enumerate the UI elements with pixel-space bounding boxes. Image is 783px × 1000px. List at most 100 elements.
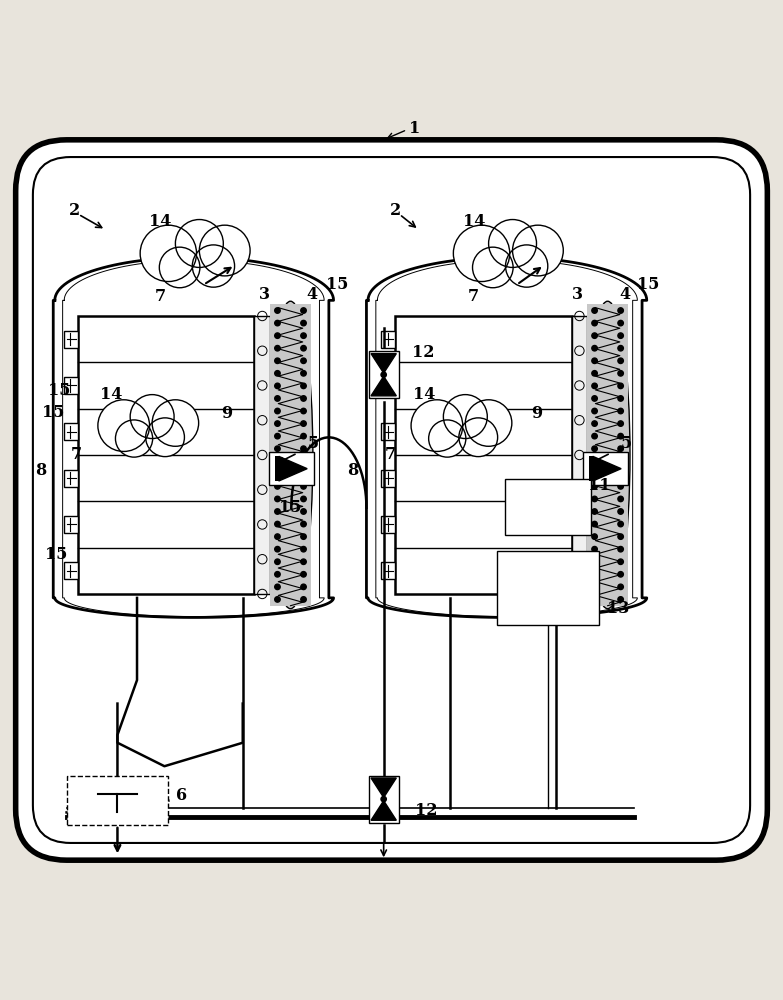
Circle shape	[301, 546, 306, 552]
Circle shape	[592, 484, 597, 489]
Circle shape	[592, 408, 597, 414]
Circle shape	[411, 400, 463, 451]
Circle shape	[275, 534, 280, 539]
Circle shape	[618, 471, 623, 477]
Text: 14: 14	[463, 213, 485, 230]
Circle shape	[301, 408, 306, 414]
Bar	[270, 304, 311, 606]
Circle shape	[592, 433, 597, 439]
Circle shape	[275, 584, 280, 590]
Circle shape	[592, 446, 597, 451]
Circle shape	[275, 471, 280, 477]
Text: 13: 13	[608, 600, 630, 617]
Circle shape	[115, 420, 153, 457]
Text: 15: 15	[279, 499, 301, 516]
Text: 3: 3	[572, 286, 583, 303]
Polygon shape	[371, 354, 396, 373]
Circle shape	[489, 220, 536, 267]
Bar	[395, 316, 572, 594]
Circle shape	[592, 496, 597, 502]
Circle shape	[301, 320, 306, 326]
Bar	[497, 551, 599, 625]
Circle shape	[618, 484, 623, 489]
Circle shape	[301, 433, 306, 439]
Text: 3: 3	[259, 286, 270, 303]
Circle shape	[618, 509, 623, 514]
Circle shape	[98, 400, 150, 451]
Circle shape	[301, 358, 306, 364]
Bar	[254, 316, 270, 594]
Circle shape	[618, 521, 623, 527]
Circle shape	[506, 245, 548, 287]
Bar	[381, 331, 395, 348]
Circle shape	[275, 320, 280, 326]
Bar	[78, 316, 254, 594]
Circle shape	[465, 400, 512, 446]
Bar	[67, 776, 168, 825]
Circle shape	[275, 546, 280, 552]
Circle shape	[618, 371, 623, 376]
Bar	[381, 562, 395, 579]
Text: 1: 1	[410, 120, 420, 137]
Circle shape	[618, 584, 623, 590]
Circle shape	[275, 484, 280, 489]
Circle shape	[200, 225, 250, 276]
Text: 8: 8	[347, 462, 358, 479]
Circle shape	[618, 546, 623, 552]
Text: 14: 14	[413, 386, 435, 403]
Circle shape	[459, 418, 498, 457]
Circle shape	[592, 534, 597, 539]
Circle shape	[275, 421, 280, 426]
Circle shape	[443, 395, 487, 439]
Bar	[381, 423, 395, 440]
Circle shape	[301, 396, 306, 401]
Circle shape	[301, 484, 306, 489]
Bar	[381, 377, 395, 394]
Bar	[64, 423, 78, 440]
Text: 7: 7	[71, 446, 82, 463]
Circle shape	[618, 383, 623, 389]
Circle shape	[381, 796, 386, 802]
Circle shape	[275, 358, 280, 364]
Circle shape	[140, 225, 197, 282]
Polygon shape	[593, 456, 621, 481]
Circle shape	[592, 509, 597, 514]
Text: 11: 11	[588, 477, 610, 494]
Bar	[276, 456, 280, 481]
Circle shape	[592, 459, 597, 464]
Circle shape	[301, 559, 306, 564]
Circle shape	[472, 247, 513, 288]
Ellipse shape	[585, 301, 630, 609]
Bar	[583, 452, 628, 485]
Circle shape	[152, 400, 199, 446]
Circle shape	[592, 358, 597, 364]
Circle shape	[275, 496, 280, 502]
Text: 7: 7	[468, 288, 479, 305]
Circle shape	[592, 396, 597, 401]
Text: 7: 7	[384, 446, 395, 463]
Circle shape	[592, 308, 597, 313]
Circle shape	[301, 345, 306, 351]
Bar	[64, 562, 78, 579]
Circle shape	[275, 345, 280, 351]
Polygon shape	[371, 801, 396, 820]
Circle shape	[301, 459, 306, 464]
Circle shape	[275, 371, 280, 376]
Circle shape	[301, 333, 306, 338]
Circle shape	[275, 408, 280, 414]
Bar	[64, 331, 78, 348]
Polygon shape	[371, 778, 396, 798]
Text: 12: 12	[412, 344, 434, 361]
Circle shape	[618, 459, 623, 464]
Circle shape	[592, 345, 597, 351]
Bar	[381, 516, 395, 533]
Circle shape	[275, 396, 280, 401]
Bar	[369, 351, 399, 398]
Circle shape	[301, 446, 306, 451]
Text: 2: 2	[69, 202, 80, 219]
Circle shape	[618, 496, 623, 502]
Circle shape	[618, 433, 623, 439]
Circle shape	[301, 471, 306, 477]
Circle shape	[428, 420, 466, 457]
Circle shape	[618, 408, 623, 414]
